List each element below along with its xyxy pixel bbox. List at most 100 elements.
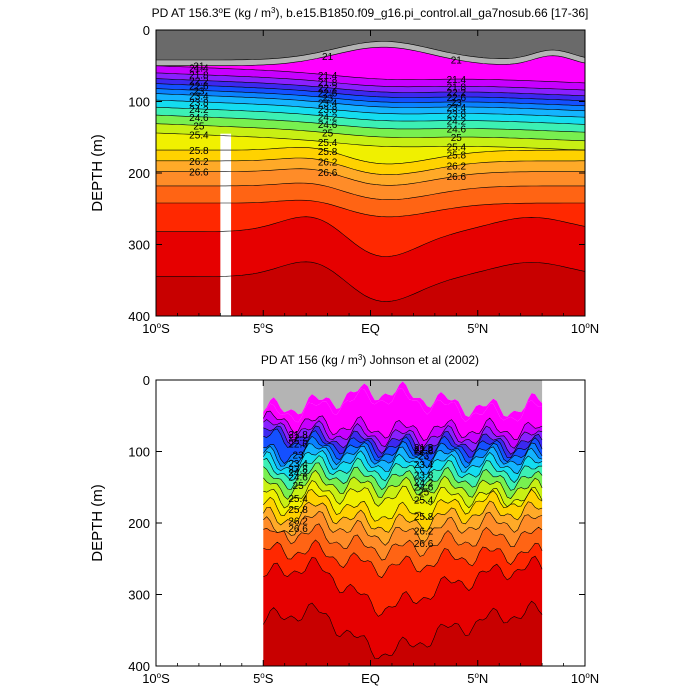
contour-band: [156, 65, 585, 91]
contour-label: 24.6: [318, 120, 338, 131]
contour-line: [156, 168, 585, 186]
contour-line: [155, 106, 586, 125]
bottom-panel-title: PD AT 156 (kg / m3) Johnson et al (2002): [261, 353, 479, 367]
contour-label: 23.4: [414, 460, 434, 471]
contour-line: [263, 435, 543, 465]
contour-line: [263, 500, 543, 533]
contour-label: 21.8: [414, 443, 434, 454]
contour-label: 26.6: [414, 539, 434, 550]
contour-line: [155, 65, 586, 84]
contour-label: 23: [193, 86, 205, 97]
contour-band: [156, 123, 585, 151]
y-tick-label: 400: [128, 659, 150, 674]
contour-band: [263, 419, 543, 455]
contour-label: 22.6: [414, 447, 434, 458]
contour-band: [156, 72, 585, 96]
contour-label: 22.2: [288, 433, 308, 444]
contour-line: [155, 78, 586, 97]
contour-band: [263, 480, 543, 522]
contour-label: 21.8: [318, 78, 338, 89]
contour-line: [263, 523, 543, 561]
contour-label: 23.4: [318, 99, 338, 110]
contour-label: 24.6: [189, 113, 209, 124]
contour-band: [263, 501, 543, 546]
contour-label: 24.6: [288, 473, 308, 484]
contour-label: 25.8: [288, 505, 308, 516]
contour-line: [156, 216, 586, 257]
y-tick-label: 200: [128, 516, 150, 531]
contour-line: [156, 157, 585, 175]
contour-label: 24.6: [447, 125, 467, 136]
contour-band: [263, 556, 543, 659]
contour-label: 26.2: [414, 527, 434, 538]
contour-label: 23.4: [189, 91, 209, 102]
contour-band: [156, 93, 585, 118]
contour-label: 26.6: [189, 168, 209, 179]
top-panel-contour-labels: 2121.421.822.222.62323.423.824.224.62525…: [189, 52, 466, 183]
x-tick-label: 5oS: [253, 321, 274, 336]
contour-line: [263, 419, 543, 449]
contour-line: [156, 261, 586, 302]
contour-label: 21: [451, 56, 463, 67]
contour-line: [155, 99, 586, 118]
y-tick-label: 100: [128, 95, 150, 110]
bottom-panel-ylabel: DEPTH (m): [89, 484, 106, 562]
contour-label: 24.6: [414, 483, 434, 494]
contour-band: [263, 489, 543, 533]
contour-line: [156, 182, 585, 200]
contour-line: [263, 450, 543, 475]
contour-label: 21.4: [318, 71, 338, 82]
contour-band: [156, 133, 585, 164]
contour-label: 22.2: [318, 84, 338, 95]
contour-label: 23.8: [447, 110, 467, 121]
top-panel-contour-lines: [155, 41, 586, 302]
contour-band: [263, 539, 543, 617]
contour-band: [263, 523, 543, 578]
contour-label: 25: [193, 121, 205, 132]
y-tick-label: 200: [128, 166, 150, 181]
y-tick-label: 400: [128, 309, 150, 324]
contour-line: [263, 510, 543, 546]
bottom-panel-contour-fill: [263, 380, 543, 666]
contour-label: 26.2: [318, 158, 338, 169]
contour-band: [156, 107, 585, 133]
x-tick-label: 5oN: [467, 321, 488, 336]
contour-band: [263, 380, 543, 417]
top-panel-contour-fill: [156, 30, 585, 316]
contour-line: [155, 93, 586, 112]
bottom-panel-contour-labels: 21.822.222.62323.423.824.224.62525.425.8…: [288, 430, 433, 550]
bottom-panel: PD AT 156 (kg / m3) Johnson et al (2002)…: [89, 353, 599, 686]
top-panel-title: PD AT 156.3oE (kg / m3), b.e15.B1850.f09…: [152, 6, 589, 20]
contour-label: 22.2: [447, 88, 467, 99]
contour-line: [155, 132, 586, 151]
contour-label: 23.8: [414, 470, 434, 481]
contour-band: [156, 83, 585, 106]
y-tick-label: 0: [143, 23, 150, 38]
contour-label: 23.4: [447, 103, 467, 114]
contour-line: [155, 83, 586, 102]
contour-label: 21.8: [447, 82, 467, 93]
y-tick-label: 300: [128, 238, 150, 253]
contour-band: [156, 261, 585, 316]
contour-label: 26.2: [189, 157, 209, 168]
contour-label: 25.8: [189, 146, 209, 157]
contour-band: [156, 78, 585, 101]
contour-band: [263, 601, 543, 666]
contour-band: [263, 455, 543, 491]
contour-band: [263, 511, 543, 561]
contour-line: [263, 425, 543, 455]
x-tick-label: EQ: [361, 671, 380, 686]
contour-line: [263, 539, 543, 579]
x-tick-label: EQ: [361, 321, 380, 336]
contour-band: [156, 30, 585, 60]
contour-band: [156, 183, 585, 217]
contour-band: [156, 158, 585, 186]
y-tick-label: 300: [128, 588, 150, 603]
contour-label: 21: [322, 52, 334, 63]
contour-band: [156, 100, 585, 125]
contour-label: 22.6: [318, 89, 338, 100]
contour-label: 26.2: [447, 162, 467, 173]
contour-label: 21.4: [189, 64, 209, 75]
contour-line: [263, 469, 543, 500]
